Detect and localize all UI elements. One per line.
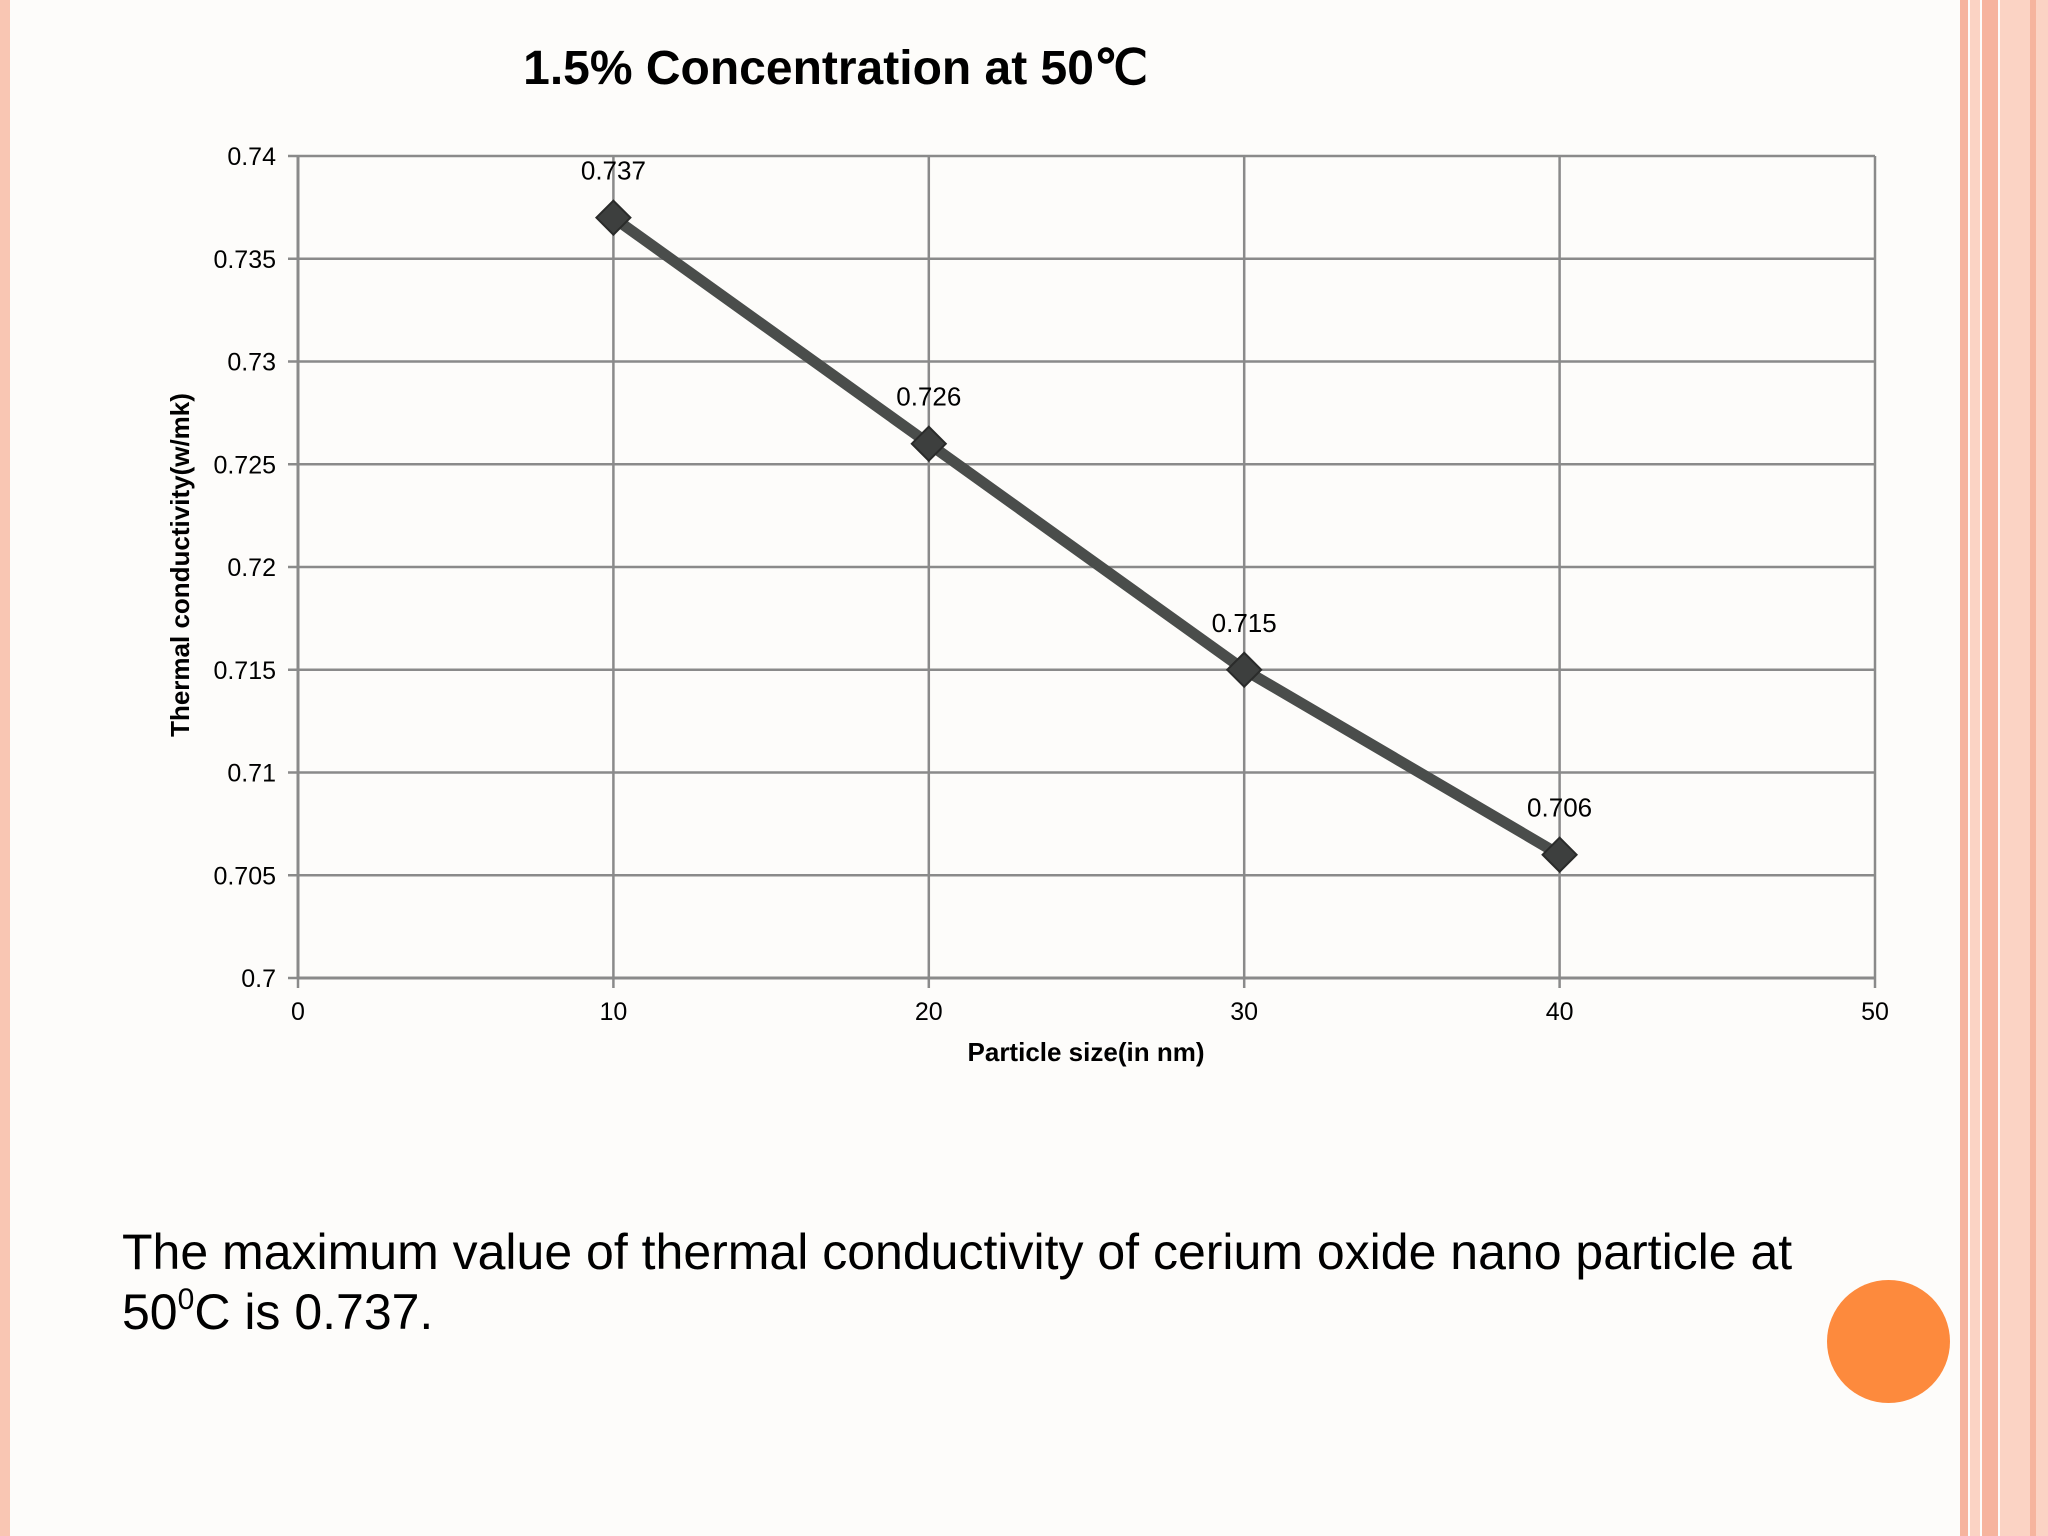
x-tick-label: 10 [599, 998, 627, 1026]
data-point-marker [1225, 651, 1263, 689]
right-border-stripe-band [1982, 0, 1998, 1536]
x-tick-label: 50 [1861, 998, 1889, 1026]
gridlines [298, 154, 1877, 978]
y-tick-label: 0.735 [213, 246, 276, 274]
y-tick-label: 0.72 [227, 554, 276, 582]
orange-circle-decoration [1827, 1280, 1950, 1403]
left-border-stripe [0, 0, 10, 1536]
data-label: 0.737 [581, 156, 646, 186]
y-tick-label: 0.74 [227, 143, 276, 171]
caption-degree-superscript: 0 [177, 1283, 195, 1316]
right-border-stripe-outer [1960, 0, 1968, 1536]
right-border-stripe-inner [2000, 0, 2048, 1536]
tick-labels: 0.7 0.705 0.71 0.715 0.72 0.725 0.73 0.735 0.74 0… [213, 143, 1888, 1026]
series-polyline [607, 212, 1566, 861]
data-label: 0.706 [1527, 793, 1592, 823]
y-tick-label: 0.71 [227, 760, 276, 788]
y-tick-label: 0.715 [213, 657, 276, 685]
chart-title: 1.5% Concentration at 50℃ [523, 42, 1148, 95]
data-labels: 0.737 0.726 0.715 0.706 [581, 156, 1592, 823]
caption-line1: The maximum value of thermal conductivit… [122, 1224, 1793, 1280]
x-tick-label: 30 [1230, 998, 1258, 1026]
y-tick-label: 0.705 [213, 862, 276, 890]
x-tick-label: 40 [1546, 998, 1574, 1026]
y-axis-label: Thermal conductivity(w/mk) [165, 393, 195, 737]
caption-line2-suffix: C is 0.737. [194, 1284, 434, 1340]
caption: The maximum value of thermal conductivit… [122, 1222, 1862, 1342]
right-border-stripe-edge [2030, 0, 2036, 1536]
series-line [607, 212, 1566, 861]
data-label: 0.726 [896, 382, 961, 412]
caption-line2-prefix: 50 [122, 1284, 178, 1340]
data-points [594, 199, 1579, 874]
data-point-marker [910, 425, 948, 463]
data-point-marker [1541, 836, 1579, 874]
x-axis-label: Particle size(in nm) [968, 1037, 1205, 1067]
right-border-stripe-light [1970, 0, 1980, 1536]
data-point-marker [594, 199, 632, 237]
axes [288, 154, 1877, 988]
y-tick-label: 0.725 [213, 451, 276, 479]
y-tick-label: 0.73 [227, 349, 276, 377]
data-label: 0.715 [1212, 608, 1277, 638]
x-tick-label: 0 [291, 998, 305, 1026]
y-tick-label: 0.7 [241, 965, 276, 993]
x-tick-label: 20 [915, 998, 943, 1026]
